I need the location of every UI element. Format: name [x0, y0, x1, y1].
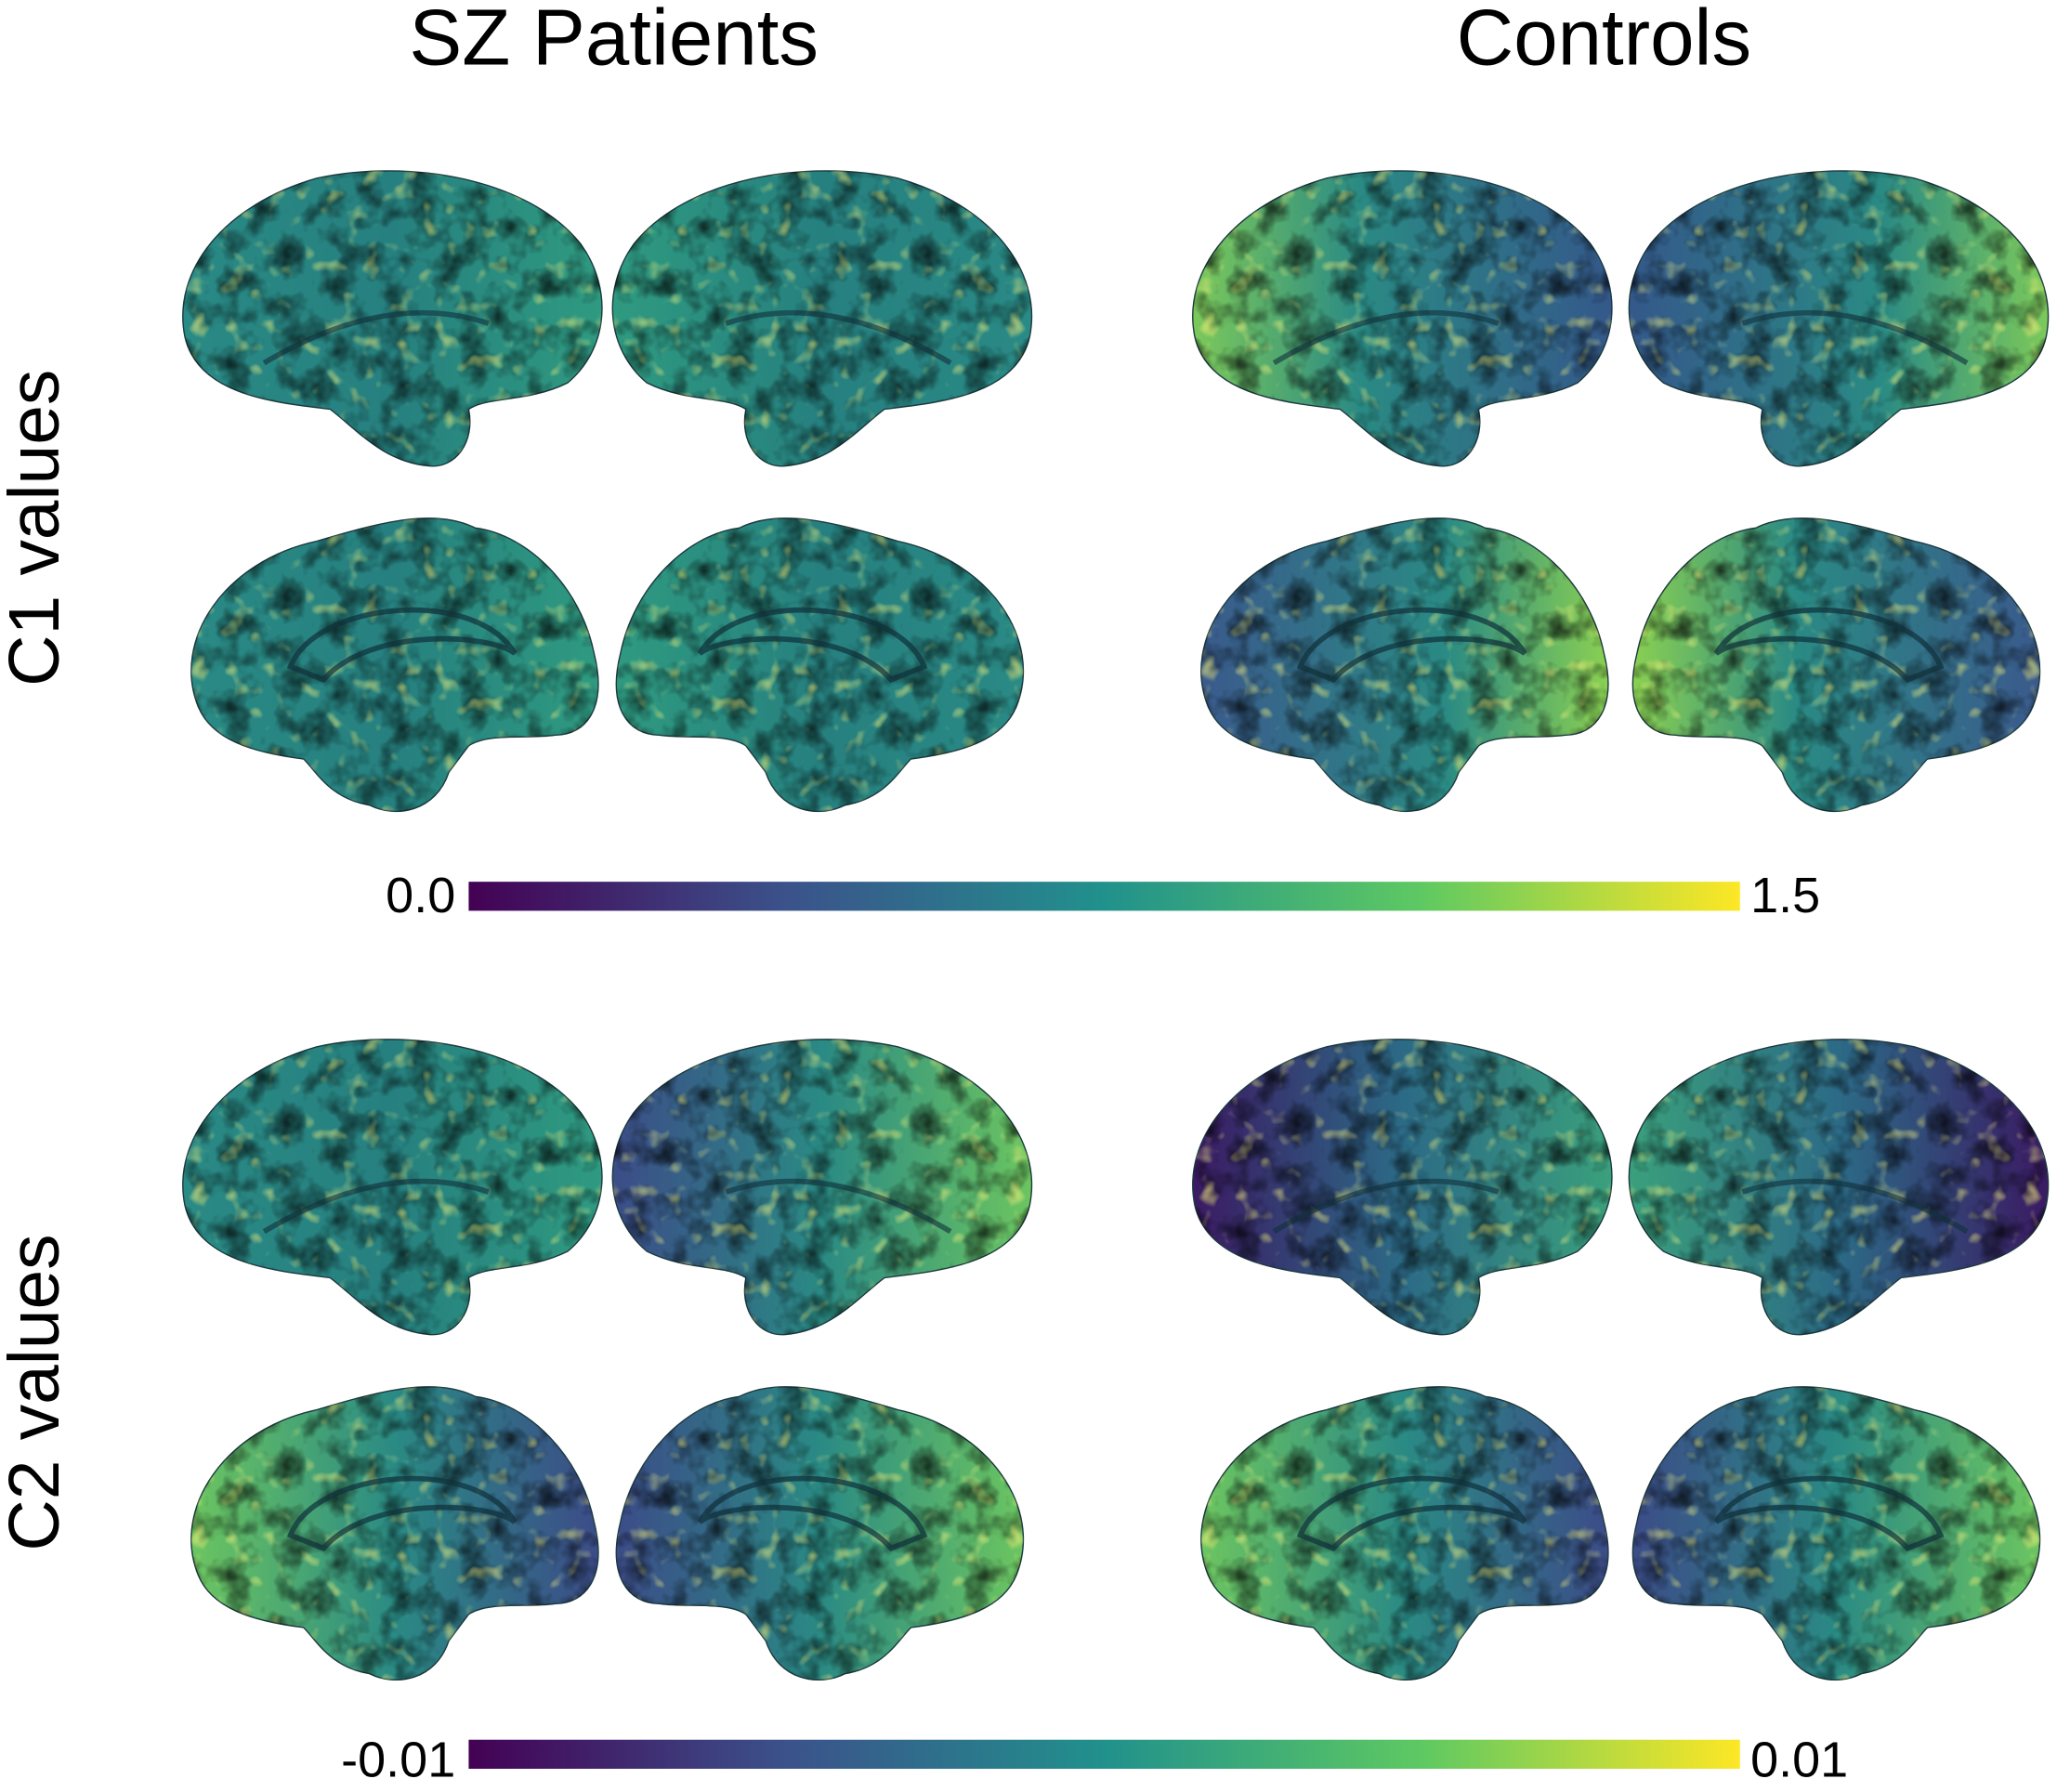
brain-spots: [1192, 1039, 1612, 1335]
brain-spots: [190, 517, 598, 812]
brain: [1200, 517, 1609, 813]
colorbar-min-label: -0.01: [341, 1733, 455, 1788]
brain: [1200, 1386, 1609, 1681]
row-label: C1 values: [0, 370, 74, 687]
colorbar-max-label: 1.5: [1750, 868, 1820, 923]
brain: [611, 170, 1033, 467]
brain-spots: [1192, 170, 1612, 466]
brain: [182, 1039, 603, 1336]
colorbar-min-label: 0.0: [386, 868, 455, 923]
sulcus: [262, 309, 490, 366]
sulcus: [262, 1178, 490, 1235]
brain-spots: [1632, 1386, 2040, 1681]
corpus-callosum: [1296, 607, 1527, 684]
brain: [611, 1039, 1033, 1336]
brain: [190, 517, 599, 813]
corpus-callosum: [697, 1475, 928, 1552]
brain-spots: [182, 170, 602, 466]
brain-spots: [1200, 1386, 1608, 1681]
brain: [1631, 517, 2041, 813]
corpus-callosum: [286, 607, 518, 684]
corpus-callosum: [1296, 1475, 1527, 1552]
brain: [1192, 170, 1613, 467]
brain-spots: [612, 1039, 1032, 1335]
brain: [615, 517, 1025, 813]
sulcus: [725, 1178, 952, 1235]
sulcus: [1272, 1178, 1500, 1235]
row-label: C2 values: [0, 1234, 74, 1550]
brain: [182, 170, 603, 467]
brain: [1192, 1039, 1613, 1336]
brain: [1628, 1039, 2050, 1336]
column-title: SZ Patients: [409, 0, 819, 82]
brain-spots: [190, 1386, 598, 1681]
brain: [1631, 1386, 2041, 1681]
corpus-callosum: [286, 1475, 518, 1552]
brain-renderings: [182, 170, 2050, 1681]
colorbar: [468, 1739, 1740, 1769]
brain-spots: [1629, 170, 2049, 466]
column-title: Controls: [1457, 0, 1751, 82]
colorbar-max-label: 0.01: [1750, 1733, 1848, 1788]
brain-spots: [1629, 1039, 2049, 1335]
colorbar: [468, 882, 1740, 911]
sulcus: [1272, 309, 1500, 366]
corpus-callosum: [1713, 1475, 1945, 1552]
corpus-callosum: [697, 607, 928, 684]
brain-spots: [182, 1039, 602, 1335]
brain: [190, 1386, 599, 1681]
sulcus: [1741, 1178, 1969, 1235]
brain-spots: [616, 517, 1024, 812]
brain: [615, 1386, 1025, 1681]
brain-spots: [616, 1386, 1024, 1681]
sulcus: [725, 309, 952, 366]
brain-spots: [612, 170, 1032, 466]
sulcus: [1741, 309, 1969, 366]
brain: [1628, 170, 2050, 467]
corpus-callosum: [1713, 607, 1945, 684]
brain-spots: [1200, 517, 1608, 812]
brain-spots: [1632, 517, 2040, 812]
